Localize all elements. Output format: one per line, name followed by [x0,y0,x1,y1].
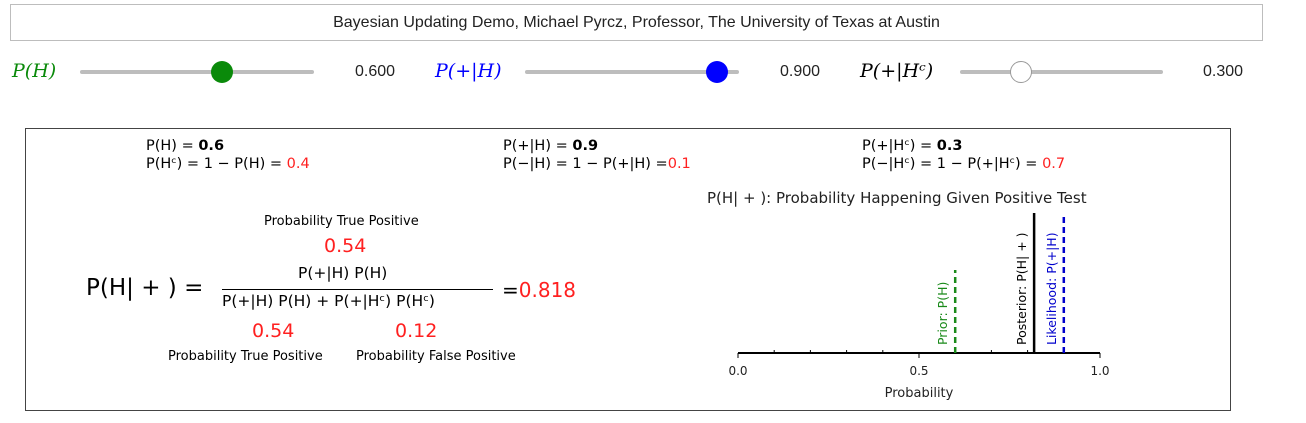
formula-lhs: P(H| + ) = [86,275,204,301]
slider-prior-track[interactable] [80,70,314,74]
slider-false-positive-handle[interactable] [1010,61,1032,83]
fraction-bar [222,289,493,290]
bottom-right-caption: Probability False Positive [356,349,516,364]
false-negative-line: P(−|H) = 1 − P(+|H) =0.1 [503,156,691,172]
slider-false-positive-track[interactable] [960,70,1163,74]
prior-value: 0.6 [198,138,225,154]
x-tick-label: 0.5 [909,364,928,378]
false-negative-expression: P(−|H) = 1 − P(+|H) = [503,156,668,172]
posterior-line-label: Posterior: P(H| + ) [1014,232,1029,345]
likelihood-value: 0.9 [572,138,599,154]
prior-line-label: Prior: P(H) [935,282,950,345]
likelihood-line: P(+|H) = 0.9 [503,138,598,154]
x-axis-label: Probability [885,386,954,401]
false-positive-line: P(+|Hᶜ) = 0.3 [862,138,962,154]
prior-expression: P(H) = [146,138,199,154]
prior-complement-value: 0.4 [286,156,310,172]
slider-prior-value: 0.600 [355,63,396,80]
false-positive-expression: P(+|Hᶜ) = [862,138,937,154]
slider-likelihood-track[interactable] [525,70,739,74]
posterior-chart: P(H| + ): Probability Happening Given Po… [707,189,1110,401]
top-caption: Probability True Positive [264,214,419,229]
chart-title: P(H| + ): Probability Happening Given Po… [707,189,1087,207]
app-title-bar: Bayesian Updating Demo, Michael Pyrcz, P… [10,4,1263,41]
x-tick-label: 1.0 [1090,364,1109,378]
false-negative-value: 0.1 [667,156,691,172]
formula-equals: = [502,278,519,302]
formula-result-line: =0.818 [502,278,576,302]
slider-false-positive-label: P(+|Hᶜ) [860,60,934,82]
likelihood-expression: P(+|H) = [503,138,573,154]
bottom-left-value: 0.54 [252,320,295,342]
app-title: Bayesian Updating Demo, Michael Pyrcz, P… [333,13,940,31]
true-negative-line: P(−|Hᶜ) = 1 − P(+|Hᶜ) = 0.7 [862,156,1065,172]
prior-complement-expression: P(Hᶜ) = 1 − P(H) = [146,156,287,172]
likelihood-line-label: Likelihood: P(+|H) [1044,232,1059,345]
formula-numerator: P(+|H) P(H) [298,264,388,282]
prior-complement-line: P(Hᶜ) = 1 − P(H) = 0.4 [146,156,310,172]
x-tick-label: 0.0 [728,364,747,378]
bottom-right-value: 0.12 [395,320,438,342]
prior-line: P(H) = 0.6 [146,138,224,154]
slider-prior-handle[interactable] [211,61,233,83]
slider-likelihood-label: P(+|H) [435,60,502,82]
true-negative-expression: P(−|Hᶜ) = 1 − P(+|Hᶜ) = [862,156,1043,172]
bottom-left-caption: Probability True Positive [168,349,323,364]
top-value: 0.54 [324,235,367,257]
output-panel [25,128,1231,411]
slider-prior-label: P(H) [12,60,57,82]
slider-likelihood-handle[interactable] [706,61,728,83]
slider-false-positive-value: 0.300 [1203,63,1244,80]
true-negative-value: 0.7 [1042,156,1066,172]
formula-denominator: P(+|H) P(H) + P(+|Hᶜ) P(Hᶜ) [222,292,435,310]
posterior-result: 0.818 [518,278,577,302]
false-positive-value: 0.3 [936,138,963,154]
slider-likelihood-value: 0.900 [780,63,821,80]
